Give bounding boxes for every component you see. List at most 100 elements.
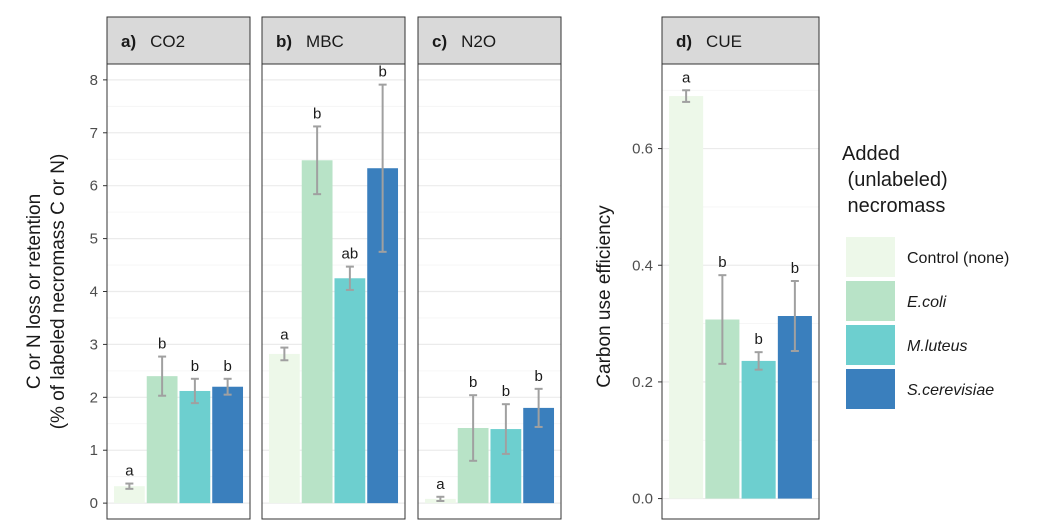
- y-tick-label: 6: [90, 178, 98, 195]
- error-bar: [223, 377, 232, 396]
- y-tick-label: 0: [90, 495, 98, 512]
- facet-name: MBC: [306, 32, 344, 51]
- significance-label: b: [534, 368, 542, 385]
- legend-title-line: necromass: [842, 195, 945, 217]
- error-bar: [682, 89, 691, 103]
- error-bar: [190, 377, 199, 405]
- bar-control-none-: [268, 353, 300, 504]
- bar-m-luteus: [334, 278, 366, 504]
- error-bar: [469, 394, 478, 462]
- facet-letter: b): [276, 32, 292, 51]
- y-axis-title-line: C or N loss or retention: [24, 194, 45, 389]
- panel-cue: d) CUE a b b b: [661, 16, 820, 520]
- facet-strip-label: c) N2O: [432, 32, 496, 51]
- legend-entry: Control (none): [846, 237, 1009, 277]
- facet-strip: [261, 16, 406, 65]
- panel-border: [417, 63, 562, 520]
- significance-label: b: [223, 358, 231, 375]
- error-bar: [754, 351, 763, 371]
- significance-label: ab: [342, 246, 359, 263]
- facet-strip: [106, 16, 251, 65]
- facet-strip: [661, 16, 820, 65]
- y-tick-label: 1: [90, 442, 98, 459]
- legend-label: S.cerevisiae: [907, 382, 994, 399]
- panel-n2o: c) N2O a b b b: [417, 16, 562, 520]
- y-axis-left: 0 1 2 3 4 5 6 7 8: [90, 72, 107, 512]
- legend-label: Control (none): [907, 250, 1009, 267]
- bar-m-luteus: [741, 360, 776, 499]
- panel-border: [261, 63, 406, 520]
- error-bar: [378, 83, 387, 253]
- y-axis-title-line: (% of labeled necromass C or N): [48, 154, 69, 430]
- error-bar: [345, 265, 354, 291]
- y-tick-label: 5: [90, 231, 98, 248]
- y-axis-right: 0.0 0.2 0.4 0.6: [632, 141, 662, 508]
- bar-control-none-: [113, 486, 145, 504]
- error-bar: [501, 403, 510, 455]
- legend-entry: M.luteus: [846, 325, 967, 365]
- facet-name: N2O: [461, 32, 496, 51]
- error-bar: [436, 495, 445, 503]
- significance-label: b: [378, 64, 386, 81]
- y-tick-label: 0.4: [632, 257, 653, 274]
- facet-letter: d): [676, 32, 692, 51]
- y-tick-label: 2: [90, 389, 98, 406]
- y-tick-label: 0.0: [632, 491, 653, 508]
- significance-label: b: [502, 383, 510, 400]
- facet-strip-label: a) CO2: [121, 32, 185, 51]
- legend-title-line: (unlabeled): [842, 169, 948, 191]
- legend-title: Added (unlabeled) necromass: [842, 143, 948, 217]
- error-bar: [718, 274, 727, 365]
- facet-letter: a): [121, 32, 136, 51]
- facet-letter: c): [432, 32, 447, 51]
- facet-strip-label: b) MBC: [276, 32, 344, 51]
- significance-label: b: [754, 331, 762, 348]
- legend-label: E.coli: [907, 294, 947, 311]
- legend-key: [846, 281, 895, 321]
- facet-name: CO2: [150, 32, 185, 51]
- significance-label: b: [718, 254, 726, 271]
- legend-key: [846, 325, 895, 365]
- gridlines: [418, 79, 561, 504]
- facet-strip: [417, 16, 562, 65]
- y-tick-label: 3: [90, 336, 98, 353]
- y-tick-label: 0.6: [632, 141, 653, 158]
- legend-key: [846, 369, 895, 409]
- bar-e-coli: [301, 160, 333, 504]
- axes: 0 1 2 3 4 5 6 7 8 0.0 0.2 0.4 0.6 C or N loss or rete…: [24, 72, 662, 512]
- significance-label: b: [469, 374, 477, 391]
- legend-label: M.luteus: [907, 338, 967, 355]
- facet-strip-label: d) CUE: [676, 32, 742, 51]
- significance-label: a: [682, 69, 691, 86]
- legend-key: [846, 237, 895, 277]
- legend-title-line: Added: [842, 143, 900, 165]
- significance-label: b: [158, 336, 166, 353]
- significance-label: a: [436, 476, 445, 493]
- significance-label: b: [313, 105, 321, 122]
- legend-entry: E.coli: [846, 281, 947, 321]
- y-tick-label: 7: [90, 125, 98, 142]
- bar-m-luteus: [179, 390, 211, 504]
- error-bar: [125, 482, 134, 490]
- bar-control-none-: [669, 96, 704, 499]
- error-bar: [313, 125, 322, 196]
- panel-co2: a) CO2 a b b b: [106, 16, 251, 520]
- error-bar: [790, 280, 799, 352]
- y-axis-title-left: C or N loss or retention (% of labeled ne…: [24, 154, 69, 430]
- error-bar: [534, 387, 543, 428]
- significance-label: a: [280, 327, 289, 344]
- error-bar: [158, 355, 167, 397]
- y-tick-label: 8: [90, 72, 98, 89]
- y-tick-label: 4: [90, 284, 98, 301]
- y-axis-title-right: Carbon use efficiency: [594, 205, 615, 388]
- significance-label: a: [125, 463, 134, 480]
- bar-s-cerevisiae: [212, 386, 244, 504]
- legend-entry: S.cerevisiae: [846, 369, 994, 409]
- significance-label: b: [191, 358, 199, 375]
- error-bar: [280, 346, 289, 362]
- significance-label: b: [791, 260, 799, 277]
- panel-border: [661, 63, 820, 520]
